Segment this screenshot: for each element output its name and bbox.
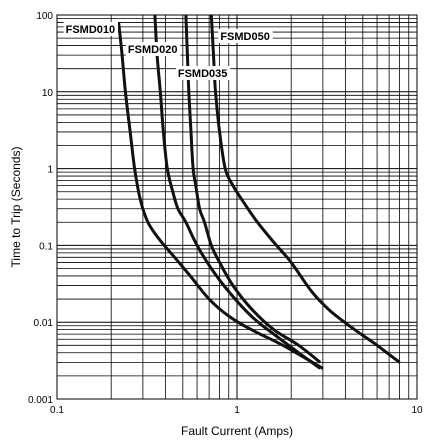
series-label-fsmd035: FSMD035: [178, 68, 228, 80]
x-tick-label: 0.1: [50, 405, 64, 416]
y-axis-title: Time to Trip (Seconds): [9, 147, 23, 268]
series-label-fsmd050: FSMD050: [220, 31, 270, 43]
series-label-background: [63, 22, 119, 36]
grid: [56, 15, 417, 400]
series-line-fsmd050: [209, 14, 401, 364]
y-tick-label: 0.1: [39, 241, 53, 252]
x-tick-label: 1: [234, 405, 240, 416]
y-tick-label: 0.01: [34, 318, 54, 329]
series-line-fsmd035: [184, 14, 322, 364]
x-axis-title: Fault Current (Amps): [181, 424, 293, 438]
y-tick-label: 0.001: [28, 395, 53, 406]
series-label-fsmd020: FSMD020: [128, 44, 178, 56]
series-label-background: [218, 29, 273, 43]
y-tick-label: 10: [42, 88, 54, 99]
x-tick-label: 10: [411, 405, 423, 416]
series-label-background: [125, 42, 181, 56]
series-line-fsmd010: [117, 22, 324, 370]
y-tick-label: 1: [47, 165, 53, 176]
tick-labels: 0.1 1 10 0.001 0.01 0.1 1 10 100: [28, 11, 423, 416]
series-label-background: [175, 66, 231, 80]
series-label-fsmd010: FSMD010: [66, 24, 116, 36]
y-tick-label: 100: [36, 11, 53, 22]
series-line-fsmd020: [153, 14, 322, 370]
plot-frame: [56, 14, 418, 400]
series-lines: [117, 14, 401, 370]
